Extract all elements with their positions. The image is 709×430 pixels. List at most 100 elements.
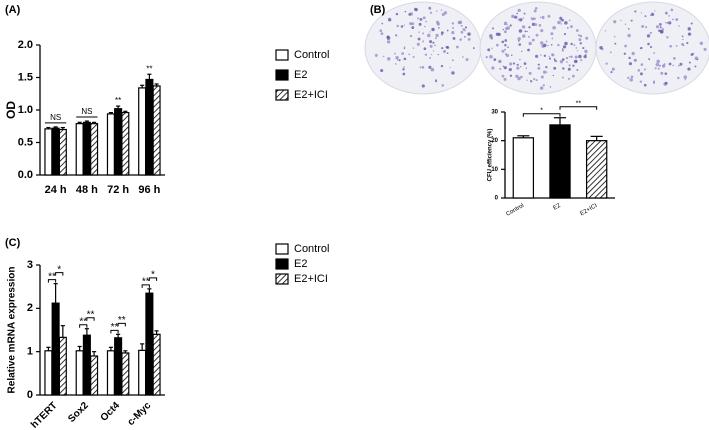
x-tick-label: 72 h xyxy=(107,184,129,196)
colony xyxy=(434,37,437,40)
colony xyxy=(528,71,532,75)
colony xyxy=(547,44,549,47)
colony xyxy=(509,24,512,27)
colony xyxy=(445,45,449,49)
colony xyxy=(394,52,396,55)
colony xyxy=(639,72,643,76)
colony xyxy=(489,54,493,59)
colony xyxy=(649,45,653,49)
colony xyxy=(583,54,587,59)
colony xyxy=(518,29,523,33)
colony xyxy=(585,53,587,56)
colony xyxy=(485,55,488,59)
colony xyxy=(535,79,538,82)
colony xyxy=(627,28,630,30)
colony xyxy=(503,77,507,81)
colony xyxy=(664,81,668,85)
colony xyxy=(452,26,455,30)
colony xyxy=(682,38,684,40)
colony xyxy=(401,52,404,55)
colony xyxy=(417,17,419,20)
colony xyxy=(418,31,420,33)
x-tick-label: c-Myc xyxy=(126,400,154,428)
colony xyxy=(531,22,536,26)
colony xyxy=(511,14,515,19)
panel-label: (C) xyxy=(5,237,21,249)
colony xyxy=(423,47,427,51)
colony xyxy=(630,19,633,22)
colony xyxy=(441,13,445,17)
colony xyxy=(464,36,466,38)
colony xyxy=(630,75,634,79)
significance-label: ** xyxy=(79,316,87,327)
colony xyxy=(559,60,564,64)
colony xyxy=(460,24,463,27)
colony-images xyxy=(364,1,709,95)
colony xyxy=(567,67,571,71)
y-tick-label: 0 xyxy=(27,389,33,401)
colony xyxy=(501,49,505,53)
bar xyxy=(549,124,571,199)
colony xyxy=(681,35,684,38)
legend-swatch xyxy=(275,49,289,61)
colony xyxy=(404,10,407,13)
bar xyxy=(114,337,123,396)
colony xyxy=(387,17,392,22)
legend-label: Control xyxy=(294,49,329,61)
y-axis-label: OD xyxy=(4,101,18,119)
colony xyxy=(509,62,513,66)
colony xyxy=(504,43,507,47)
colony xyxy=(505,26,509,30)
colony xyxy=(690,53,694,56)
colony xyxy=(677,76,680,80)
colony xyxy=(576,50,579,52)
colony xyxy=(648,58,651,61)
colony xyxy=(412,55,415,59)
colony xyxy=(678,65,680,67)
colony xyxy=(627,33,631,38)
colony xyxy=(422,40,425,43)
colony xyxy=(534,23,538,26)
colony xyxy=(665,12,668,15)
bar xyxy=(75,350,84,396)
colony xyxy=(637,69,641,72)
colony xyxy=(643,68,647,71)
colony xyxy=(379,29,383,33)
colony xyxy=(508,68,512,72)
colony xyxy=(688,61,691,64)
y-axis-label: Relative mRNA expression xyxy=(7,267,18,394)
colony xyxy=(543,54,547,57)
x-tick-label: E2+ICI xyxy=(579,203,598,218)
legend-label: Control xyxy=(294,243,329,255)
colony xyxy=(654,10,656,12)
colony xyxy=(467,38,471,41)
colony xyxy=(567,77,571,80)
colony xyxy=(510,54,513,56)
colony xyxy=(527,48,530,52)
colony xyxy=(421,66,425,69)
colony xyxy=(552,74,554,77)
colony xyxy=(678,25,680,27)
colony xyxy=(409,22,413,26)
bar xyxy=(82,334,91,396)
colony xyxy=(417,37,421,41)
colony xyxy=(451,71,455,75)
colony xyxy=(436,10,438,12)
colony xyxy=(703,47,707,51)
x-tick-label: Oct4 xyxy=(99,400,123,424)
colony xyxy=(436,20,440,24)
colony xyxy=(380,68,384,73)
colony xyxy=(561,58,565,61)
significance-label: * xyxy=(540,108,543,115)
colony xyxy=(452,36,456,40)
significance-label: NS xyxy=(50,113,61,122)
colony xyxy=(560,23,562,25)
bar xyxy=(44,128,53,176)
colony xyxy=(535,54,539,58)
y-tick-label: 1 xyxy=(27,346,33,358)
colony xyxy=(666,22,669,24)
colony xyxy=(457,20,462,25)
y-axis-label: CFU efficiency (%) xyxy=(488,129,494,182)
colony xyxy=(498,59,502,64)
